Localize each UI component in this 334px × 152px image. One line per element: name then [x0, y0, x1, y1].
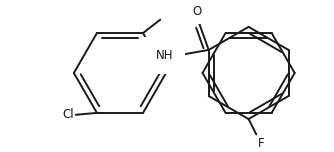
Text: Cl: Cl — [62, 108, 74, 121]
Text: F: F — [258, 137, 265, 150]
Text: O: O — [192, 5, 202, 18]
Text: NH: NH — [156, 49, 173, 62]
